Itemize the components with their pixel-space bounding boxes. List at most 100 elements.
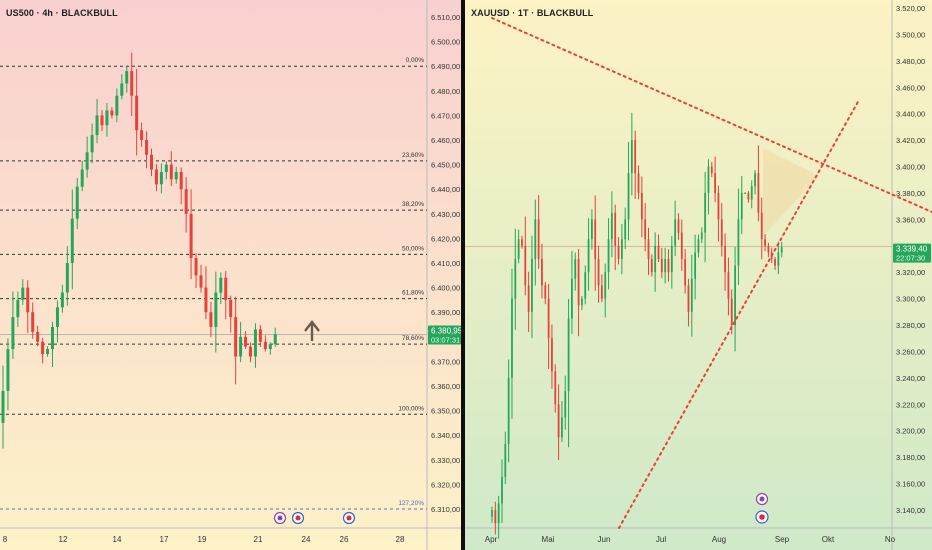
xauusd-candle [511,268,513,419]
up-arrow-icon[interactable] [304,320,320,341]
xauusd-candle [581,296,583,311]
xauusd-candle [597,245,600,303]
us500-candle [209,301,213,338]
xauusd-candle [777,241,780,274]
xauusd-candle [720,203,723,257]
us500-chart[interactable]: 6.510,00 6.500,00 6.490,00 6.480,00 6.470,00… [0,0,461,550]
xauusd-candle [734,246,736,352]
price-axis-label: 3.180,00 [896,453,925,462]
fib-level-label: 78,60% [402,335,424,342]
xauusd-candle [491,506,493,523]
candle-body [273,334,277,345]
us500-candle [184,177,188,233]
candle-body [730,298,733,326]
candle-body [597,259,600,286]
price-axis-label: 3.460,00 [896,83,925,92]
candle-body [26,287,30,313]
us500-candle [46,346,50,357]
xauusd-candle [571,250,573,334]
candle-body [65,263,69,293]
xauusd-candle [531,235,533,339]
price-axis-label: 6.490,00 [431,62,460,71]
xauusd-candle [680,219,683,271]
time-axis-label: 17 [160,535,169,544]
lower-trendline[interactable] [618,99,860,529]
xauusd-candle [564,375,567,430]
candle-body [757,173,760,213]
candle-body [690,278,693,312]
price-axis-label: 6.430,00 [431,210,460,219]
xauusd-candle [517,229,520,264]
us500-countdown: 03:07:31 [431,335,460,344]
candle-body [581,298,583,306]
xauusd-candle [624,207,627,250]
us500-candle [51,321,54,367]
upper-trendline[interactable] [491,17,932,213]
xauusd-candle [727,257,730,316]
candle-body [491,510,493,517]
xauusd-candle [627,142,630,241]
price-axis-label: 6.470,00 [431,111,460,120]
candle-body [667,259,670,273]
us500-chart-pane[interactable]: 6.510,00 6.500,00 6.490,00 6.480,00 6.470,00… [0,0,461,550]
xauusd-candle [604,263,607,318]
price-axis-label: 3.500,00 [896,30,925,39]
candle-body [774,259,776,266]
candle-body [704,192,707,233]
price-axis-label: 6.500,00 [431,38,460,47]
xauusd-countdown: 22:07:30 [896,254,925,263]
us500-candle [90,123,94,164]
us500-candle [263,335,267,352]
candle-body [521,239,523,246]
xauusd-candle [764,234,766,252]
us500-candle [249,342,252,363]
time-axis-label: No [885,535,896,544]
price-axis-label: 3.300,00 [896,295,925,304]
pane-divider[interactable] [461,0,465,550]
us500-candle [130,52,134,117]
us500-candle [95,98,99,144]
xauusd-candle [577,249,580,337]
candle-body [497,503,500,524]
xauusd-candle [707,159,710,215]
candle-body [189,213,193,259]
price-axis-label: 6.310,00 [431,505,460,514]
price-axis-label: 3.380,00 [896,189,925,198]
event-icon-dot [277,515,283,521]
us500-candle [70,189,74,290]
candle-body [249,346,252,357]
candle-body [644,219,647,240]
us500-candle [140,122,144,147]
us500-candle [55,300,59,343]
candle-body [610,212,613,240]
us500-candle [268,342,272,355]
candle-body [724,245,726,273]
candle-body [6,349,10,391]
us500-candle [150,148,153,177]
xauusd-candle [710,162,713,178]
price-axis-label: 3.260,00 [896,347,925,356]
xauusd-candle [594,195,597,291]
xauusd-chart[interactable]: 3.520,00 3.500,00 3.480,00 3.460,00 3.440,00… [465,0,932,550]
xauusd-candle [630,112,633,196]
candle-body [737,219,740,266]
candle-body [494,510,497,524]
candle-body [130,71,134,96]
xauusd-candle [527,271,530,332]
xauusd-candle [600,274,603,303]
xauusd-candle [541,243,543,299]
candle-body [620,239,623,259]
candle-body [674,219,677,246]
price-axis-label: 3.200,00 [896,427,925,436]
us500-candle [204,266,208,320]
price-axis-label: 6.410,00 [431,259,460,268]
candle-body [263,341,267,350]
fib-level-label: 23,60% [402,152,424,159]
xauusd-chart-pane[interactable]: 3.520,00 3.500,00 3.480,00 3.460,00 3.440,00… [465,0,932,550]
xauusd-candle [650,254,653,277]
event-icon-dot [295,515,301,521]
us500-candle [120,74,124,100]
candle-body [51,326,54,350]
us500-candle [6,338,10,411]
candle-body [219,277,223,293]
